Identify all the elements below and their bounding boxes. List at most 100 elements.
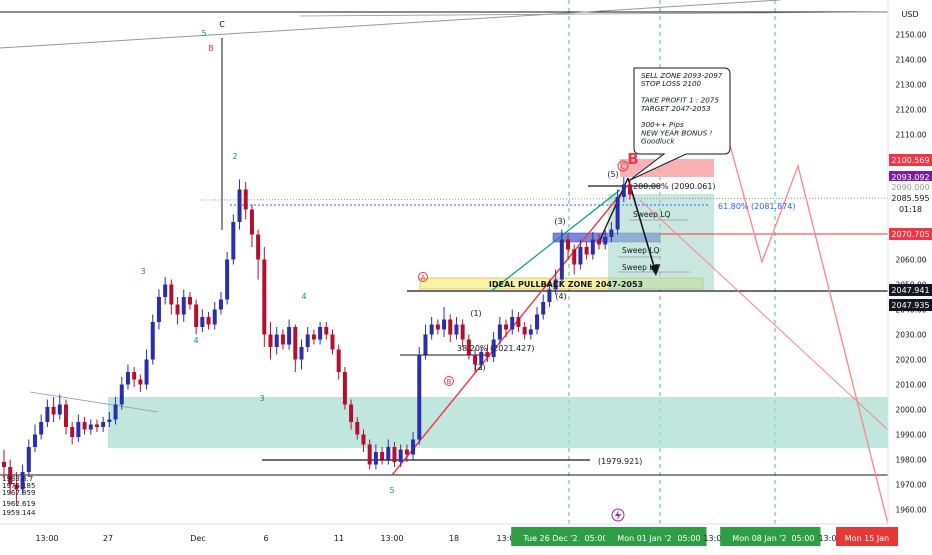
- left-label: 1983.8.7: [2, 475, 33, 483]
- candle-body: [225, 259, 230, 300]
- candle-body: [491, 339, 496, 357]
- demand-zone: [108, 397, 888, 448]
- candle-body: [94, 424, 99, 427]
- left-label: 1967.859: [2, 489, 35, 497]
- candle-body: [479, 352, 484, 365]
- candle-body: [386, 447, 391, 460]
- price-tick-label: 1970.00: [895, 481, 926, 490]
- candle-body: [249, 209, 254, 235]
- candle-body: [485, 352, 490, 357]
- candle-body: [101, 422, 106, 427]
- future-projection-path: [727, 137, 889, 525]
- wave-label: 2: [232, 152, 237, 161]
- candle-body: [175, 304, 180, 315]
- price-tag: [889, 299, 932, 311]
- event-icon[interactable]: [611, 508, 625, 522]
- candle-body: [70, 427, 75, 437]
- candle-body: [187, 297, 192, 305]
- candle-body: [132, 372, 137, 380]
- price-tick-label: 2120.00: [895, 106, 926, 115]
- time-tick-label: Mon 15 Jan: [845, 534, 889, 543]
- long-trendline: [0, 0, 781, 49]
- wave-label: (2): [474, 363, 485, 372]
- fib-382-label: 38.20% (2021.427): [457, 344, 534, 353]
- candle-body: [63, 404, 68, 427]
- time-tag: [578, 527, 614, 546]
- price-tick-label: 2140.00: [895, 56, 926, 65]
- time-tick-label: Tue 26 Dec '23: [522, 534, 582, 543]
- candle-body: [429, 324, 434, 335]
- wave-label: 4: [193, 336, 198, 345]
- currency-label: USD: [901, 10, 918, 19]
- time-tag: [511, 527, 595, 546]
- candle-body: [528, 329, 533, 335]
- price-tag: [889, 171, 932, 183]
- price-tag: [889, 203, 932, 215]
- price-axis[interactable]: [888, 0, 932, 550]
- candle-body: [280, 334, 285, 345]
- candle-body: [516, 317, 521, 327]
- candle-body: [125, 372, 130, 385]
- candle-body: [566, 239, 571, 250]
- time-tick-label: Dec: [190, 534, 205, 543]
- candle-body: [274, 334, 279, 347]
- price-tick-label: 1990.00: [895, 431, 926, 440]
- candle-body: [156, 297, 161, 322]
- time-tick-label: 13:00: [380, 534, 403, 543]
- price-tick-label: 2150.00: [895, 31, 926, 40]
- candle-body: [150, 322, 155, 360]
- wave-label: (1): [470, 309, 481, 318]
- price-tag-label: 01:18: [899, 205, 922, 214]
- sweep-label: Sweep LQ: [633, 210, 670, 219]
- candle-body: [32, 434, 37, 447]
- wave-label: (3): [554, 217, 565, 226]
- candle-body: [268, 334, 273, 347]
- candle-body: [603, 237, 608, 245]
- candle-body: [324, 327, 329, 335]
- candle-body: [435, 324, 440, 330]
- low-level-label: (1979.921): [598, 457, 642, 466]
- candle-body: [299, 347, 304, 360]
- wave-label: 3: [140, 267, 145, 276]
- time-axis-ticks: 13:00 27 Dec 6 11 13:00 18 13:00 Tue 26 Dec '23 0…: [35, 527, 898, 546]
- candle-body: [336, 349, 341, 372]
- candle-body: [82, 422, 87, 430]
- time-tag: [671, 527, 707, 546]
- price-tick-label: 1960.00: [895, 506, 926, 515]
- price-tick-label: 2020.00: [895, 356, 926, 365]
- candle-body: [404, 449, 409, 455]
- candle-body: [293, 327, 298, 360]
- time-tick-label: 13:00: [35, 534, 58, 543]
- wave-label: C: [620, 162, 625, 171]
- candle-body: [305, 334, 310, 347]
- wave-label: B: [627, 150, 638, 168]
- time-tick-label: Mon 01 Jan '24: [617, 534, 676, 543]
- price-tag: [889, 228, 932, 240]
- wave-label: B: [447, 378, 452, 386]
- candle-body: [547, 289, 552, 302]
- candle-body: [398, 449, 403, 462]
- candle-body: [380, 452, 385, 460]
- candle-body: [218, 299, 223, 310]
- price-tag-label: 2047.941: [891, 286, 929, 295]
- candle-body: [572, 249, 577, 265]
- candle-body: [194, 304, 199, 327]
- price-tick-label: 2010.00: [895, 381, 926, 390]
- wave-label: 3: [259, 394, 264, 403]
- candle-body: [237, 189, 242, 222]
- sell-callout: SELL ZONE 2093-2097 STOP LOSS 2100 TAKE P…: [629, 67, 731, 181]
- circled-wave-labels: A B C B: [418, 150, 639, 386]
- candle-body: [522, 327, 527, 335]
- candle-body: [51, 407, 56, 415]
- candle-body: [76, 422, 81, 437]
- price-tick-label: 2130.00: [895, 81, 926, 90]
- time-tick-label: 13:00: [496, 534, 519, 543]
- time-tick-label: 27: [103, 534, 113, 543]
- price-tag: [889, 181, 932, 193]
- time-tick-label: 11: [334, 534, 344, 543]
- candle-body: [169, 284, 174, 305]
- candle-body: [8, 467, 13, 485]
- time-tick-label: 05:00: [677, 534, 700, 543]
